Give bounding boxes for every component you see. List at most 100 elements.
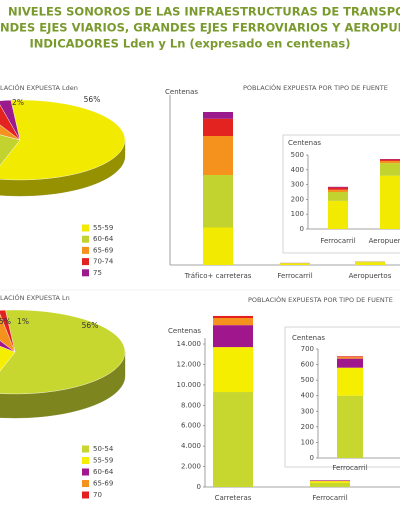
bar-segment bbox=[355, 262, 385, 265]
legend-swatch bbox=[82, 480, 89, 487]
slice-label: 56% bbox=[84, 95, 101, 104]
legend-label: 70 bbox=[93, 491, 102, 499]
legend-label: 65-69 bbox=[93, 480, 113, 488]
legend-label: 60-64 bbox=[93, 235, 114, 243]
y-tick-label: 2.000 bbox=[181, 463, 201, 471]
bar-segment bbox=[328, 187, 348, 190]
bar-segment bbox=[355, 261, 385, 263]
x-tick-label: Ferrocarril bbox=[312, 494, 347, 502]
x-tick-label: Carreteras bbox=[215, 494, 252, 502]
legend-swatch bbox=[82, 269, 89, 277]
legend-swatch bbox=[82, 445, 89, 453]
slice-label: 2% bbox=[12, 98, 24, 107]
legend-label: 60-64 bbox=[93, 468, 114, 476]
y-tick-label: 12.000 bbox=[177, 360, 202, 368]
main-title: NDES EJES VIARIOS, GRANDES EJES FERROVIA… bbox=[0, 21, 400, 35]
bar-segment bbox=[337, 395, 363, 458]
x-tick-label: Ferrocarril bbox=[277, 272, 312, 280]
y-tick-label: 4.000 bbox=[181, 442, 201, 450]
x-tick-label: Aeropuertos bbox=[369, 237, 400, 245]
bar-segment bbox=[310, 480, 350, 482]
chart-title: POBLACIÓN EXPUESTA POR TIPO DE FUENTE bbox=[243, 83, 388, 92]
bar-segment bbox=[213, 392, 253, 487]
bar-segment bbox=[337, 358, 363, 368]
legend-swatch bbox=[82, 235, 89, 243]
legend-label: 55-59 bbox=[93, 224, 113, 232]
bar-segment bbox=[213, 317, 253, 326]
main-title: NIVELES SONOROS DE LAS INFRAESTRUCTURAS … bbox=[8, 5, 400, 19]
pie-slice bbox=[0, 99, 126, 181]
legend-swatch bbox=[82, 468, 89, 476]
y-tick-label: 400 bbox=[291, 166, 304, 174]
pie-slice bbox=[0, 309, 126, 395]
bar-segment bbox=[203, 118, 233, 136]
y-tick-label: 100 bbox=[291, 210, 304, 218]
y-tick-label: 8.000 bbox=[181, 401, 201, 409]
bar-segment bbox=[337, 357, 363, 359]
bar-segment bbox=[328, 200, 348, 229]
y-tick-label: 6.000 bbox=[181, 422, 201, 430]
bar-segment bbox=[213, 315, 253, 318]
y-tick-label: 100 bbox=[301, 438, 314, 446]
pie-slice bbox=[0, 104, 21, 141]
chart-title: LACIÓN EXPUESTA Ln bbox=[0, 293, 70, 302]
x-tick-label: Ferrocarril bbox=[332, 464, 367, 472]
bar-segment bbox=[380, 160, 400, 164]
slice-label: 56% bbox=[82, 321, 99, 330]
legend-label: 55-59 bbox=[93, 457, 113, 465]
bar-segment bbox=[203, 227, 233, 265]
y-tick-label: 300 bbox=[291, 181, 304, 189]
y-tick-label: 400 bbox=[301, 392, 314, 400]
legend-label: 70-74 bbox=[93, 258, 114, 266]
legend-swatch bbox=[82, 246, 89, 254]
legend-swatch bbox=[82, 258, 89, 266]
y-tick-label: 700 bbox=[301, 345, 314, 353]
bar-segment bbox=[213, 325, 253, 348]
legend-swatch bbox=[82, 457, 89, 464]
bar-segment bbox=[337, 356, 363, 358]
bar-segment bbox=[310, 482, 350, 487]
y-axis-label: Centenas bbox=[168, 327, 201, 335]
y-tick-label: 0 bbox=[310, 454, 314, 462]
bar-segment bbox=[203, 136, 233, 175]
slice-label: 5% bbox=[0, 317, 11, 326]
y-tick-label: 0 bbox=[197, 483, 201, 491]
bar-segment bbox=[328, 186, 348, 188]
y-tick-label: 0 bbox=[300, 225, 304, 233]
bar-segment bbox=[213, 347, 253, 393]
pie-slice bbox=[0, 313, 16, 353]
pie-slice bbox=[0, 309, 16, 353]
pie-slice bbox=[0, 345, 16, 372]
x-tick-label: Ferrocarril bbox=[320, 237, 355, 245]
legend-swatch bbox=[82, 224, 89, 232]
bar-segment bbox=[280, 263, 310, 265]
pie-slice bbox=[0, 134, 21, 166]
y-tick-label: 14.000 bbox=[177, 340, 202, 348]
bar-segment bbox=[380, 163, 400, 176]
bar-segment bbox=[380, 159, 400, 161]
y-tick-label: 300 bbox=[301, 407, 314, 415]
chart-title: LACIÓN EXPUESTA Lden bbox=[0, 83, 78, 92]
bar-segment bbox=[380, 175, 400, 229]
y-axis-label: Centenas bbox=[288, 139, 321, 147]
bar-segment bbox=[328, 192, 348, 201]
main-title: INDICADORES Lden y Ln (expresado en cent… bbox=[29, 37, 350, 51]
y-tick-label: 200 bbox=[301, 423, 314, 431]
bar-segment bbox=[328, 189, 348, 192]
legend-label: 50-54 bbox=[93, 445, 114, 453]
y-tick-label: 500 bbox=[301, 376, 314, 384]
bar-segment bbox=[310, 481, 350, 483]
x-tick-label: Aeropuertos bbox=[349, 272, 392, 280]
y-axis-label: Centenas bbox=[292, 334, 325, 342]
bar-segment bbox=[203, 112, 233, 119]
y-tick-label: 600 bbox=[301, 361, 314, 369]
legend-label: 75 bbox=[93, 269, 102, 277]
y-tick-label: 500 bbox=[291, 151, 304, 159]
y-axis-label: Centenas bbox=[165, 88, 198, 96]
slice-label: 1% bbox=[17, 317, 29, 326]
bar-segment bbox=[337, 367, 363, 396]
bar-segment bbox=[203, 175, 233, 228]
